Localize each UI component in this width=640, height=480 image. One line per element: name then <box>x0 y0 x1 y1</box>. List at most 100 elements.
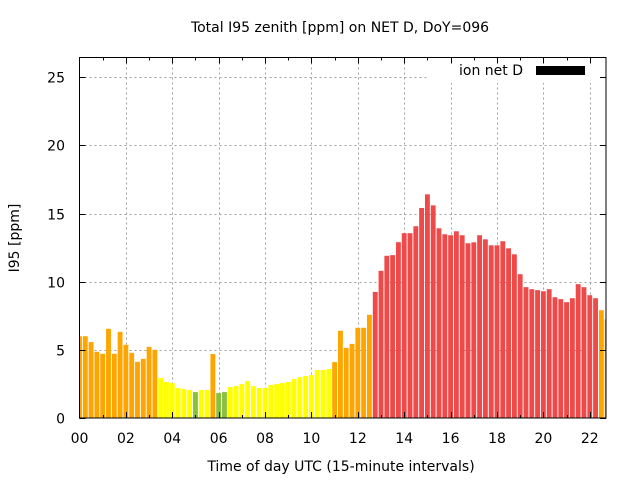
x-tick-label: 16 <box>442 431 460 447</box>
bar <box>575 284 581 418</box>
bar <box>297 377 303 418</box>
bar <box>482 239 488 418</box>
legend-label: ion net D <box>459 63 523 79</box>
bar <box>314 370 320 418</box>
x-tick-label: 08 <box>256 431 274 447</box>
bar <box>494 245 500 418</box>
bar <box>430 205 436 418</box>
bar <box>343 347 349 418</box>
bar <box>523 287 529 418</box>
y-tick-label: 10 <box>47 276 65 292</box>
bar <box>424 194 430 418</box>
bar <box>384 255 390 418</box>
bar <box>326 369 332 418</box>
bar <box>453 231 459 418</box>
bar <box>378 270 384 418</box>
bar <box>390 255 396 418</box>
bar <box>395 242 401 418</box>
bar <box>517 274 523 418</box>
y-axis-label: I95 [ppm] <box>7 204 23 273</box>
bar <box>511 254 517 418</box>
bar <box>407 233 413 418</box>
bar <box>309 375 314 418</box>
y-tick-label: 5 <box>56 344 65 360</box>
bar <box>587 295 593 418</box>
bar <box>123 344 129 418</box>
bar <box>303 376 309 418</box>
bar <box>222 392 227 418</box>
chart-title: Total I95 zenith [ppm] on NET D, DoY=096 <box>190 20 489 36</box>
y-tick-label: 15 <box>47 208 65 224</box>
bar <box>262 388 268 418</box>
bar <box>106 328 111 418</box>
bar <box>210 354 216 418</box>
bar <box>361 327 367 418</box>
x-tick-label: 04 <box>163 431 181 447</box>
bar <box>88 342 94 418</box>
bar <box>268 385 274 418</box>
bar <box>459 235 465 418</box>
bar <box>593 298 598 418</box>
y-tick-label: 20 <box>47 139 65 155</box>
bar <box>598 310 604 418</box>
bar <box>506 248 512 418</box>
bar <box>413 226 419 418</box>
bar <box>465 243 471 418</box>
bar <box>448 235 454 418</box>
bar <box>216 393 222 418</box>
bar <box>552 297 558 418</box>
bar <box>94 351 100 418</box>
bar <box>320 370 326 418</box>
bar <box>198 390 204 418</box>
bar <box>152 349 158 418</box>
bar <box>442 234 448 418</box>
bar <box>500 241 506 418</box>
bar <box>291 379 297 418</box>
bar <box>529 289 535 418</box>
bar <box>564 302 570 418</box>
bar <box>82 336 88 418</box>
bar <box>111 353 117 418</box>
bars <box>79 194 606 418</box>
x-tick-label: 02 <box>117 431 135 447</box>
bar <box>79 336 82 418</box>
bar <box>245 381 251 418</box>
axes <box>79 57 607 419</box>
bar <box>233 386 239 418</box>
bar <box>581 287 587 418</box>
x-tick-label: 06 <box>210 431 228 447</box>
bar <box>540 291 546 418</box>
x-tick-label: 00 <box>71 431 89 447</box>
bar <box>181 389 187 418</box>
bar <box>401 233 407 418</box>
bar <box>477 235 483 418</box>
bar <box>419 207 425 418</box>
bar <box>169 383 175 418</box>
tick-labels: 0 5 10 15 20 25 00 02 04 06 08 10 12 14 16 18 20 22 <box>47 71 599 448</box>
bar <box>332 362 338 418</box>
bar <box>569 298 575 418</box>
bar <box>158 377 164 418</box>
bar <box>355 327 361 418</box>
bar <box>366 314 372 418</box>
x-tick-label: 20 <box>534 431 552 447</box>
y-tick-label: 25 <box>47 71 65 87</box>
legend: ion net D <box>428 58 604 83</box>
bar <box>251 386 256 418</box>
bar <box>280 383 285 418</box>
bar <box>204 390 210 418</box>
bar <box>239 384 245 418</box>
x-tick-label: 22 <box>581 431 599 447</box>
bar <box>117 331 123 418</box>
bar <box>129 352 135 418</box>
bar <box>187 390 193 418</box>
bar <box>535 290 541 418</box>
x-tick-label: 18 <box>488 431 506 447</box>
bar <box>140 358 146 418</box>
bar <box>604 319 606 418</box>
bar <box>546 289 552 418</box>
bar <box>558 299 564 418</box>
bar <box>164 381 169 418</box>
bar <box>227 387 233 418</box>
